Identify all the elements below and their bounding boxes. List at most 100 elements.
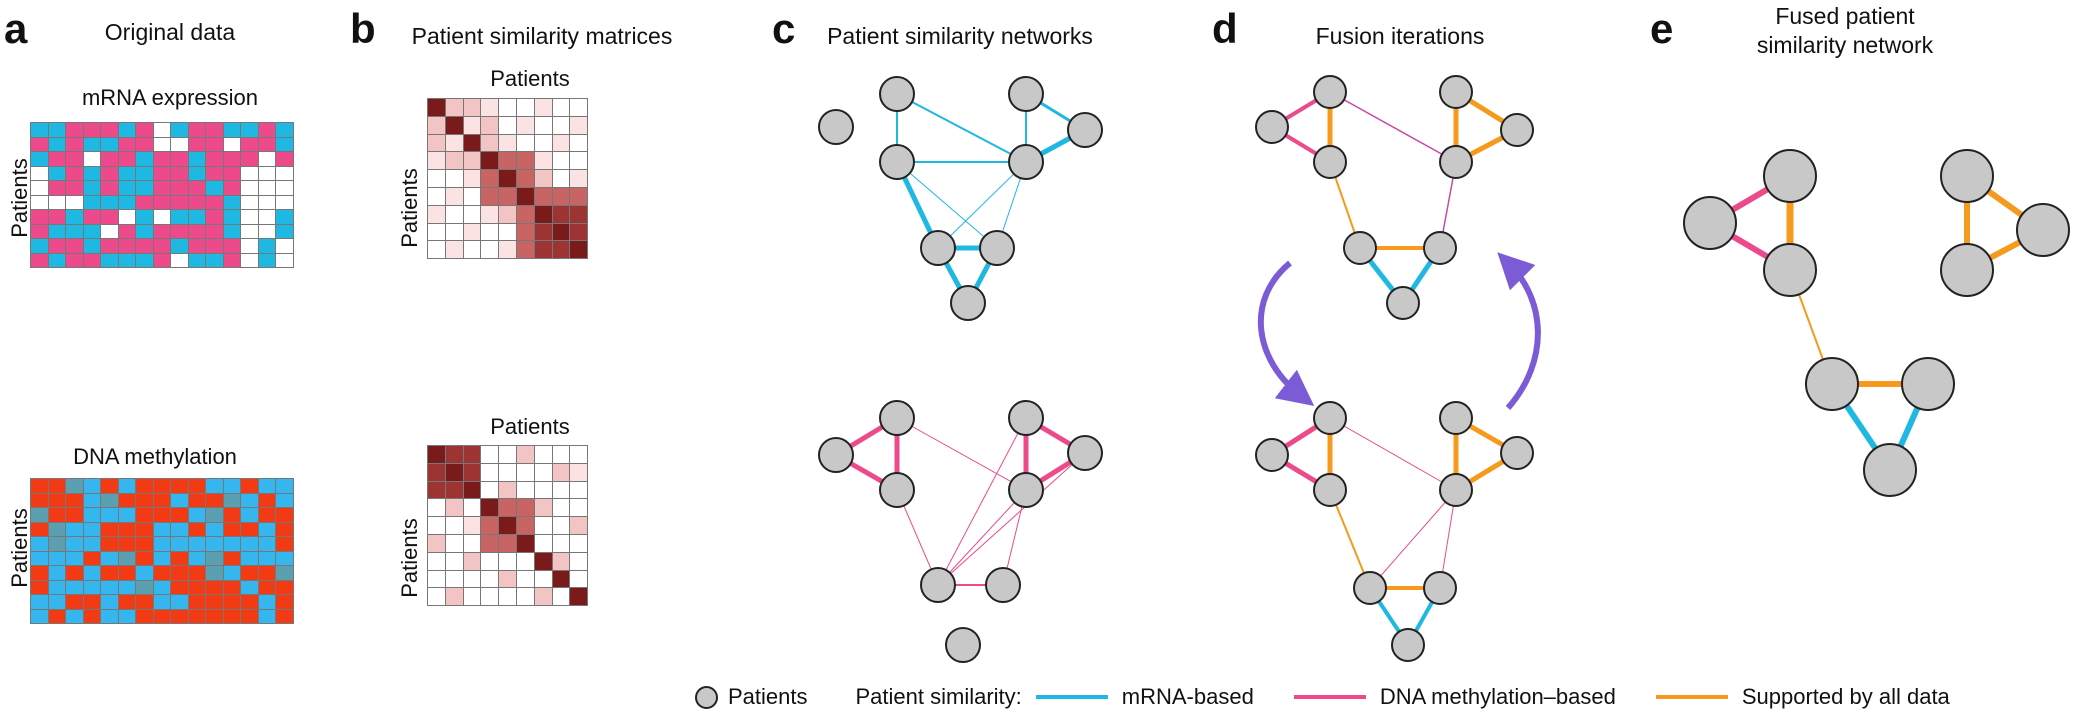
methylation-matrix-cell bbox=[276, 493, 294, 508]
methylation-matrix-cell bbox=[171, 522, 189, 537]
methylation-matrix-cell bbox=[136, 551, 154, 566]
mrna-matrix-cell bbox=[48, 210, 66, 225]
similarity-matrix-cell bbox=[481, 499, 500, 518]
mrna-matrix-cell bbox=[153, 152, 171, 167]
similarity-matrix-cell bbox=[499, 552, 517, 571]
methylation-matrix-cell bbox=[66, 595, 84, 610]
patient-node bbox=[1500, 436, 1534, 470]
similarity-matrix-cell bbox=[445, 205, 464, 224]
similarity-matrix-cell bbox=[499, 499, 517, 518]
mrna-matrix-cell bbox=[258, 253, 276, 268]
mrna-matrix-cell bbox=[241, 253, 259, 268]
mrna-matrix-cell bbox=[241, 181, 259, 196]
mrna-matrix-cell bbox=[31, 181, 49, 196]
methylation-matrix-cell bbox=[83, 479, 101, 494]
mrna-expression-matrix bbox=[30, 122, 294, 268]
similarity-matrix-cell bbox=[481, 134, 500, 153]
mrna-expression-label: mRNA expression bbox=[81, 85, 259, 110]
similarity-matrix-cell bbox=[552, 534, 571, 553]
mrna-matrix-cell bbox=[83, 181, 101, 196]
similarity-matrix-cell bbox=[463, 99, 482, 117]
patient-node bbox=[2016, 203, 2070, 257]
patient-node bbox=[1805, 357, 1859, 411]
methylation-matrix-cell bbox=[66, 580, 84, 595]
mrna-matrix-cell bbox=[101, 123, 119, 138]
methylation-matrix-cell bbox=[206, 609, 224, 624]
mrna-matrix-cell bbox=[153, 253, 171, 268]
similarity-matrix-cell bbox=[481, 570, 500, 589]
mrna-matrix-cell bbox=[276, 195, 294, 210]
methylation-matrix-cell bbox=[223, 609, 241, 624]
similarity-matrix-cell bbox=[516, 223, 535, 242]
patient-node bbox=[818, 437, 854, 473]
methylation-matrix-cell bbox=[136, 479, 154, 494]
similarity-matrix-cell bbox=[552, 187, 571, 206]
mrna-matrix-cell bbox=[258, 137, 276, 152]
similarity-matrix-cell bbox=[534, 499, 553, 518]
methylation-matrix-cell bbox=[83, 609, 101, 624]
mrna-matrix-cell bbox=[153, 123, 171, 138]
edge bbox=[1329, 417, 1457, 491]
methylation-matrix-cell bbox=[153, 595, 171, 610]
mrna-matrix-cell bbox=[206, 210, 224, 225]
similarity-matrix-cell bbox=[516, 463, 535, 482]
methylation-matrix-cell bbox=[118, 566, 136, 581]
patients-col-label-b-bottom: Patients bbox=[490, 414, 570, 439]
similarity-matrix-cell bbox=[463, 223, 482, 242]
mrna-matrix-cell bbox=[136, 239, 154, 254]
patient-node bbox=[1439, 401, 1473, 435]
patient-node bbox=[1386, 286, 1420, 320]
mrna-matrix-cell bbox=[118, 123, 136, 138]
similarity-matrix-cell bbox=[499, 517, 517, 535]
mrna-matrix-cell bbox=[118, 166, 136, 181]
methylation-matrix-cell bbox=[223, 595, 241, 610]
similarity-matrix-cell bbox=[481, 534, 500, 553]
similarity-matrix-cell bbox=[428, 205, 446, 224]
methylation-matrix-cell bbox=[48, 580, 66, 595]
similarity-matrix-cell bbox=[499, 116, 517, 135]
similarity-matrix-cell bbox=[481, 223, 500, 242]
edge bbox=[937, 489, 1027, 586]
similarity-matrix-cell bbox=[534, 134, 553, 153]
similarity-matrix-cell bbox=[499, 99, 517, 117]
similarity-matrix-cell bbox=[463, 116, 482, 135]
similarity-matrix-cell bbox=[570, 170, 589, 188]
mrna-matrix-cell bbox=[48, 181, 66, 196]
mrna-matrix-cell bbox=[276, 239, 294, 254]
legend-dna-label: DNA methylation–based bbox=[1379, 684, 1616, 709]
similarity-matrix-cell bbox=[481, 446, 500, 464]
similarity-matrix-cell bbox=[499, 152, 517, 171]
methylation-matrix-cell bbox=[276, 566, 294, 581]
similarity-matrix-cell bbox=[463, 481, 482, 500]
methylation-matrix-cell bbox=[31, 537, 49, 552]
similarity-matrix-cell bbox=[463, 205, 482, 224]
similarity-matrix-cell bbox=[481, 205, 500, 224]
similarity-matrix-cell bbox=[552, 241, 571, 260]
dna-similarity-matrix bbox=[427, 445, 589, 607]
network-e-fused bbox=[1683, 149, 2070, 497]
mrna-matrix-cell bbox=[136, 253, 154, 268]
mrna-matrix-cell bbox=[206, 239, 224, 254]
mrna-matrix-cell bbox=[66, 123, 84, 138]
mrna-matrix-cell bbox=[188, 195, 206, 210]
similarity-matrix-cell bbox=[534, 99, 553, 117]
mrna-matrix-cell bbox=[48, 253, 66, 268]
methylation-matrix-cell bbox=[276, 595, 294, 610]
similarity-matrix-cell bbox=[445, 152, 464, 171]
methylation-matrix-cell bbox=[48, 566, 66, 581]
methylation-matrix-cell bbox=[101, 580, 119, 595]
methylation-matrix-cell bbox=[136, 537, 154, 552]
patient-node bbox=[1067, 435, 1103, 471]
methylation-matrix-cell bbox=[188, 566, 206, 581]
similarity-matrix-cell bbox=[481, 187, 500, 206]
edge bbox=[937, 417, 1027, 586]
methylation-matrix-cell bbox=[83, 537, 101, 552]
methylation-matrix-cell bbox=[241, 580, 259, 595]
similarity-matrix-cell bbox=[534, 588, 553, 607]
methylation-matrix-cell bbox=[66, 609, 84, 624]
mrna-matrix-cell bbox=[66, 152, 84, 167]
methylation-matrix-cell bbox=[136, 609, 154, 624]
mrna-matrix-cell bbox=[171, 123, 189, 138]
edge bbox=[896, 161, 998, 249]
methylation-matrix-cell bbox=[66, 493, 84, 508]
